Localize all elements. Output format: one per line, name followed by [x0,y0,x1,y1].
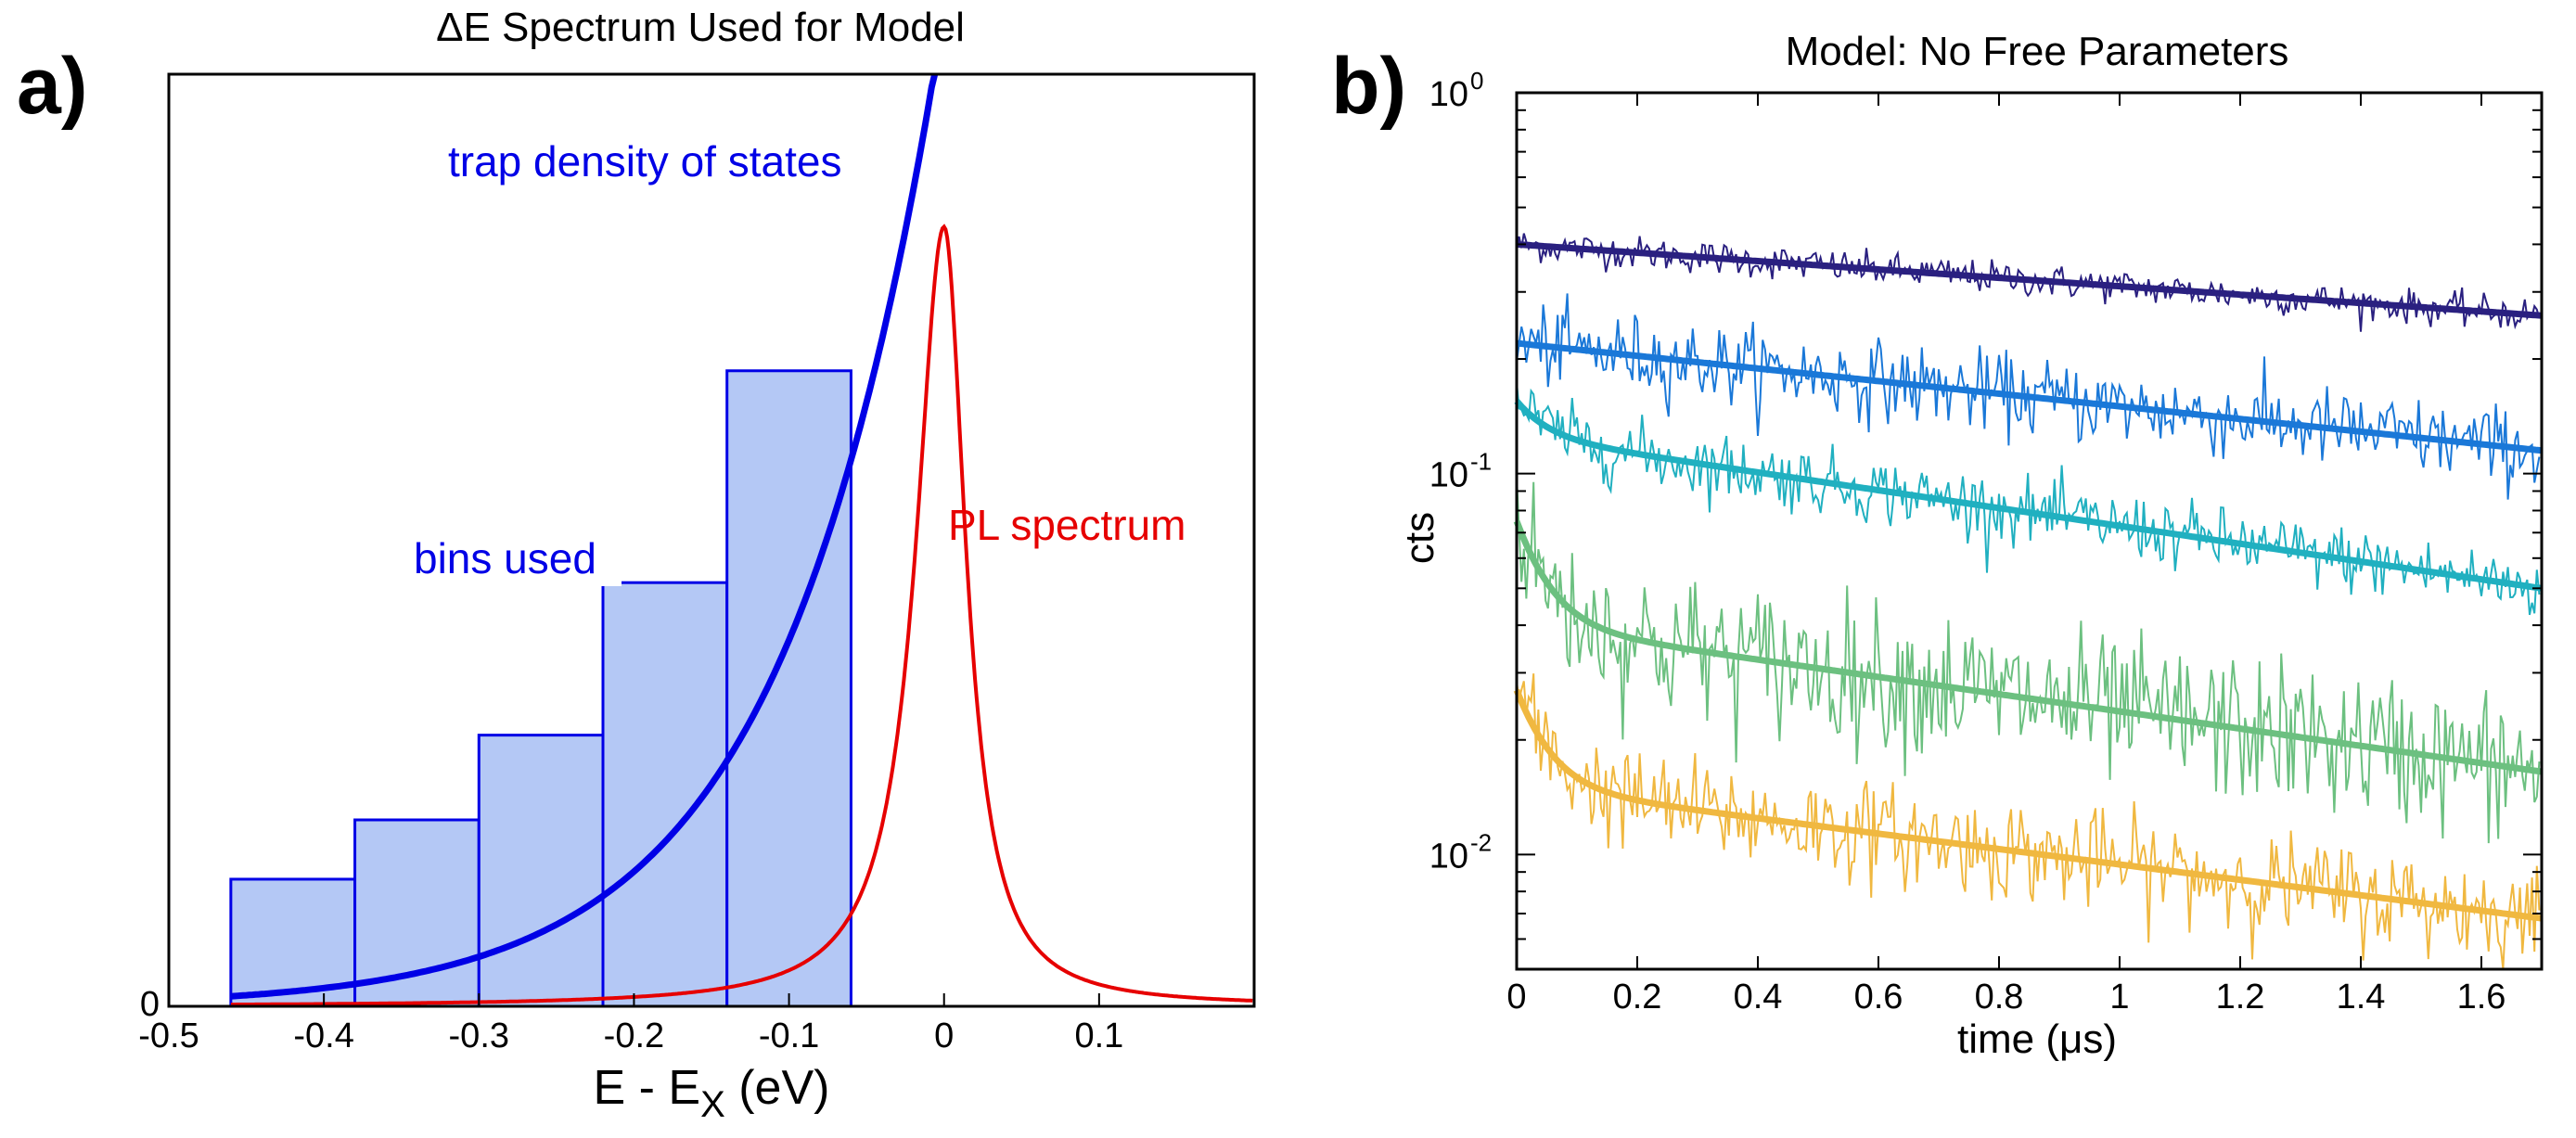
trace-model-4 [1513,519,2543,775]
a-x-tick-label: 0 [934,1017,954,1055]
b-y-tick-exponent: -2 [1470,828,1492,856]
bins-annotation: bins used [414,534,596,582]
b-y-tick-label: 10 [1429,837,1468,876]
b-x-tick-label: 0.2 [1613,978,1662,1017]
a-x-tick-label: -0.4 [293,1017,353,1055]
panel-a-x-axis-label: E - EX (eV) [594,1061,830,1125]
bin-bar-3 [477,734,605,1008]
panel-a-plot-area: -0.5 -0.4 -0.3 -0.2 -0.1 0 0.1 [138,72,1256,1055]
bin-bar-4 [601,581,729,1008]
panel-b-x-axis-label: time (μs) [1957,1017,2117,1062]
b-x-tick-label: 0 [1506,978,1526,1017]
trace-data-5 [1516,673,2541,970]
trace-data-1 [1516,233,2541,332]
a-x-tick-label: -0.2 [604,1017,664,1055]
a-x-tick-label: -0.3 [449,1017,509,1055]
trace-model-3 [1514,399,2543,592]
panel-b-axes-frame [1515,91,2544,971]
pl-annotation: PL spectrum [948,501,1186,549]
panel-a-axes-frame [167,72,1256,1008]
panel-b: b) Model: No Free Parameters 0 0.2 0.4 0.6 0… [1331,29,2544,1062]
trace-model-5 [1513,688,2543,922]
b-y-tick-label: 10 [1429,75,1468,114]
b-x-tick-label: 0.4 [1734,978,1783,1017]
a-x-tick-label: -0.1 [759,1017,819,1055]
trace-data-4 [1516,476,2541,844]
panel-b-label: b) [1331,42,1406,131]
panel-b-y-axis-label: cts [1397,512,1442,564]
a-x-tick-label: 0.1 [1074,1017,1123,1055]
bins-annotation-background [410,531,622,586]
panel-a: a) ΔE Spectrum Used for Model -0.5 -0.4 -0… [17,5,1256,1125]
trace-model-1 [1516,240,2543,319]
a-x-tick-label: -0.5 [138,1017,199,1055]
trap-dos-annotation: trap density of states [448,137,841,185]
pl-spectrum-line [230,224,1253,1007]
bin-bar-5 [725,369,852,1008]
panel-b-title: Model: No Free Parameters [1786,29,2289,74]
b-x-tick-label: 0.6 [1854,978,1903,1017]
b-y-tick-exponent: -1 [1470,448,1492,476]
panel-a-title: ΔE Spectrum Used for Model [436,5,965,50]
b-x-tick-label: 1.2 [2216,978,2265,1017]
x-label-sub: X [700,1084,725,1125]
trace-data-3 [1516,382,2541,616]
b-x-tick-label: 1 [2109,978,2129,1017]
b-y-tick-label: 10 [1429,456,1468,495]
x-label-main: E - E [594,1061,701,1115]
b-x-tick-label: 1.6 [2457,978,2506,1017]
trace-model-2 [1516,339,2543,454]
b-x-tick-label: 0.8 [1975,978,2024,1017]
b-x-tick-label: 1.4 [2337,978,2386,1017]
panel-a-y-zero-label: 0 [140,985,160,1024]
panel-a-label: a) [17,42,87,131]
b-y-tick-exponent: 0 [1470,67,1483,95]
x-label-unit: (eV) [725,1061,830,1115]
trap-dos-line [230,73,939,1000]
